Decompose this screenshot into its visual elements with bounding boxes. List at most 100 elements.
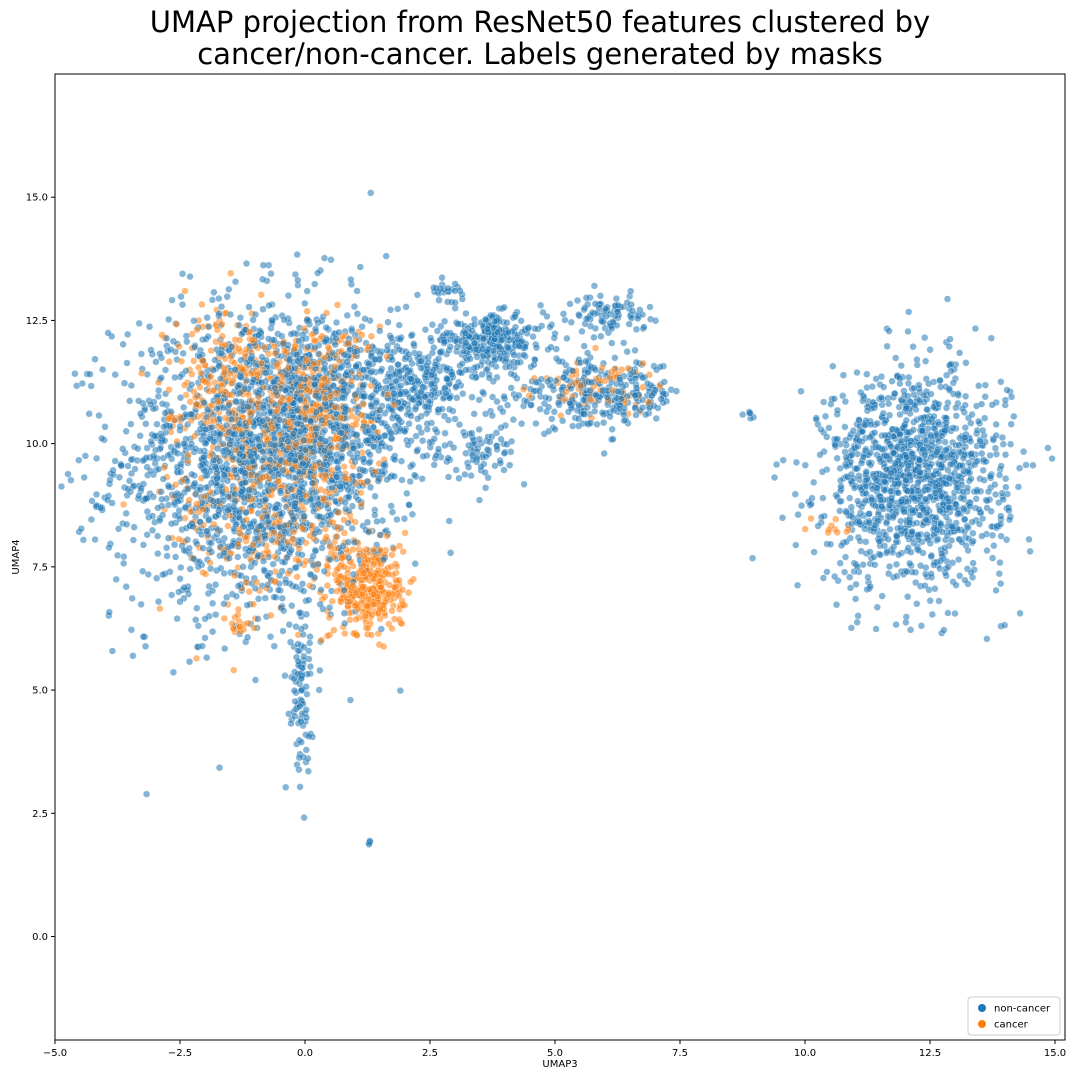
scatter-point-non-cancer <box>846 573 854 581</box>
scatter-point-non-cancer <box>876 551 884 559</box>
scatter-point-non-cancer <box>475 496 484 504</box>
scatter-point-non-cancer <box>443 375 451 383</box>
scatter-point-non-cancer <box>550 408 558 416</box>
scatter-point-cancer <box>156 604 164 613</box>
scatter-point-cancer <box>388 624 396 633</box>
scatter-point-non-cancer <box>909 343 917 351</box>
scatter-point-non-cancer <box>868 495 876 504</box>
scatter-point-non-cancer <box>451 298 459 307</box>
scatter-point-non-cancer <box>841 423 849 431</box>
scatter-point-cancer <box>235 336 244 344</box>
scatter-point-non-cancer <box>772 460 781 469</box>
scatter-point-non-cancer <box>229 453 237 461</box>
scatter-point-non-cancer <box>378 439 386 447</box>
scatter-point-non-cancer <box>286 638 295 646</box>
scatter-point-non-cancer <box>953 483 961 492</box>
scatter-point-non-cancer <box>793 581 802 589</box>
scatter-point-non-cancer <box>660 378 668 386</box>
scatter-point-non-cancer <box>314 350 323 358</box>
scatter-point-non-cancer <box>921 333 929 342</box>
scatter-point-non-cancer <box>568 367 577 375</box>
scatter-point-non-cancer <box>597 332 605 340</box>
scatter-point-non-cancer <box>386 306 395 314</box>
scatter-point-non-cancer <box>600 449 608 458</box>
scatter-point-cancer <box>321 593 329 601</box>
scatter-point-non-cancer <box>632 358 640 367</box>
scatter-point-non-cancer <box>966 502 974 511</box>
scatter-point-non-cancer <box>214 511 222 519</box>
scatter-point-non-cancer <box>387 430 395 438</box>
scatter-point-non-cancer <box>173 614 181 623</box>
scatter-point-non-cancer <box>246 520 254 528</box>
scatter-point-non-cancer <box>937 383 945 391</box>
scatter-point-cancer <box>303 307 311 315</box>
scatter-point-non-cancer <box>165 315 173 324</box>
scatter-point-non-cancer <box>101 423 109 431</box>
scatter-point-non-cancer <box>143 444 151 452</box>
scatter-point-non-cancer <box>997 462 1005 470</box>
scatter-point-non-cancer <box>862 476 870 485</box>
scatter-point-non-cancer <box>823 568 831 576</box>
scatter-point-non-cancer <box>395 321 403 329</box>
scatter-point-non-cancer <box>427 391 435 399</box>
scatter-point-cancer <box>352 336 360 344</box>
scatter-point-cancer <box>368 611 376 619</box>
scatter-point-non-cancer <box>130 523 138 531</box>
scatter-point-non-cancer <box>897 523 905 532</box>
scatter-point-cancer <box>361 612 369 621</box>
scatter-point-non-cancer <box>819 574 828 582</box>
scatter-point-cancer <box>213 326 222 334</box>
scatter-point-non-cancer <box>915 546 923 555</box>
scatter-point-non-cancer <box>982 457 990 466</box>
scatter-point-non-cancer <box>382 384 390 392</box>
scatter-point-non-cancer <box>177 563 185 572</box>
scatter-point-non-cancer <box>991 490 1000 499</box>
scatter-point-non-cancer <box>590 282 599 290</box>
scatter-point-non-cancer <box>914 478 922 487</box>
scatter-point-non-cancer <box>913 355 921 364</box>
scatter-point-non-cancer <box>996 558 1004 567</box>
scatter-point-non-cancer <box>304 767 312 775</box>
scatter-point-non-cancer <box>943 295 952 303</box>
scatter-point-non-cancer <box>64 470 72 478</box>
scatter-point-non-cancer <box>651 317 660 325</box>
scatter-point-non-cancer <box>137 484 145 492</box>
scatter-point-non-cancer <box>489 347 498 355</box>
scatter-point-non-cancer <box>583 349 592 357</box>
scatter-point-non-cancer <box>584 368 592 377</box>
scatter-point-non-cancer <box>311 325 320 333</box>
scatter-point-non-cancer <box>448 370 456 379</box>
scatter-point-non-cancer <box>493 397 501 406</box>
scatter-point-non-cancer <box>906 626 915 634</box>
scatter-point-non-cancer <box>927 390 935 398</box>
scatter-point-non-cancer <box>1048 454 1056 463</box>
scatter-point-non-cancer <box>842 508 850 517</box>
scatter-point-non-cancer <box>303 287 311 295</box>
scatter-point-non-cancer <box>168 296 176 304</box>
scatter-point-non-cancer <box>77 525 85 533</box>
scatter-point-non-cancer <box>436 348 444 356</box>
scatter-point-non-cancer <box>1002 536 1011 544</box>
scatter-point-non-cancer <box>225 554 233 562</box>
scatter-point-non-cancer <box>853 563 862 571</box>
scatter-point-non-cancer <box>117 462 125 470</box>
scatter-point-non-cancer <box>905 373 913 382</box>
scatter-point-non-cancer <box>336 482 344 490</box>
scatter-point-non-cancer <box>892 354 900 362</box>
scatter-point-cancer <box>206 488 214 496</box>
scatter-point-non-cancer <box>575 422 583 430</box>
scatter-point-non-cancer <box>885 411 894 419</box>
scatter-point-non-cancer <box>507 384 515 392</box>
scatter-point-non-cancer <box>122 509 130 518</box>
scatter-point-non-cancer <box>623 299 631 307</box>
scatter-point-non-cancer <box>444 416 453 424</box>
scatter-point-non-cancer <box>348 524 356 533</box>
scatter-point-non-cancer <box>387 364 395 373</box>
scatter-point-cancer <box>825 526 833 534</box>
scatter-point-cancer <box>177 357 186 365</box>
scatter-point-non-cancer <box>866 582 875 591</box>
scatter-point-non-cancer <box>451 280 459 288</box>
scatter-point-non-cancer <box>341 619 349 628</box>
scatter-point-non-cancer <box>163 552 171 560</box>
scatter-point-non-cancer <box>158 400 167 408</box>
